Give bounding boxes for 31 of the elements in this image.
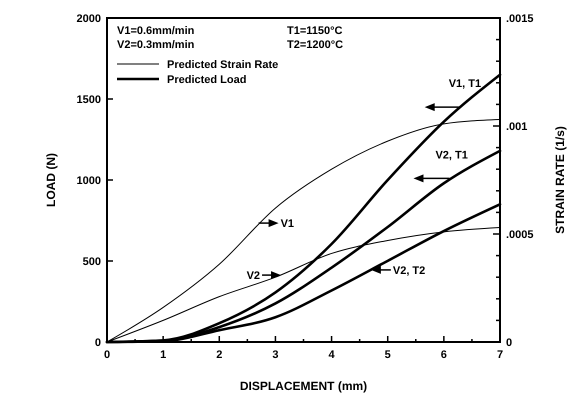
y2-tick-label: 0 [506,337,512,349]
annotation: V2, T2 [392,264,426,277]
x-tick-label: 5 [384,349,391,361]
annotation: T1=1150°C [287,25,343,37]
y2-axis-title: STRAIN RATE (1/s) [553,126,567,234]
annotation: V2 [246,270,260,282]
x-tick-label: 7 [496,349,504,361]
x-tick-label: 3 [272,349,278,361]
legend-label: Predicted Load [167,74,246,86]
annotation: T2=1200°C [287,39,344,51]
annotation: V2=0.3mm/min [117,39,195,51]
x-tick-label: 0 [104,349,110,361]
y2-tick-label: .0005 [506,229,534,241]
y-tick-label: 2000 [76,13,101,25]
y2-tick-label: .001 [506,121,528,133]
y-tick-label: 1000 [76,175,101,187]
legend-label: Predicted Strain Rate [167,59,278,71]
y-tick-label: 1500 [76,94,101,106]
y-axis-title: LOAD (N) [44,153,58,207]
annotation: V2, T1 [435,149,468,162]
x-axis-title: DISPLACEMENT (mm) [240,379,368,393]
annotation: V1 [280,218,294,230]
annotation: V1, T1 [448,78,482,90]
x-tick-label: 6 [440,349,447,361]
x-tick-label: 1 [160,349,166,361]
x-tick-label: 4 [328,349,336,361]
y2-tick-label: .0015 [506,13,534,25]
y-tick-label: 500 [82,256,101,268]
annotation: V1=0.6mm/min [117,25,195,37]
y-tick-label: 0 [94,337,101,349]
x-tick-label: 2 [216,349,222,361]
